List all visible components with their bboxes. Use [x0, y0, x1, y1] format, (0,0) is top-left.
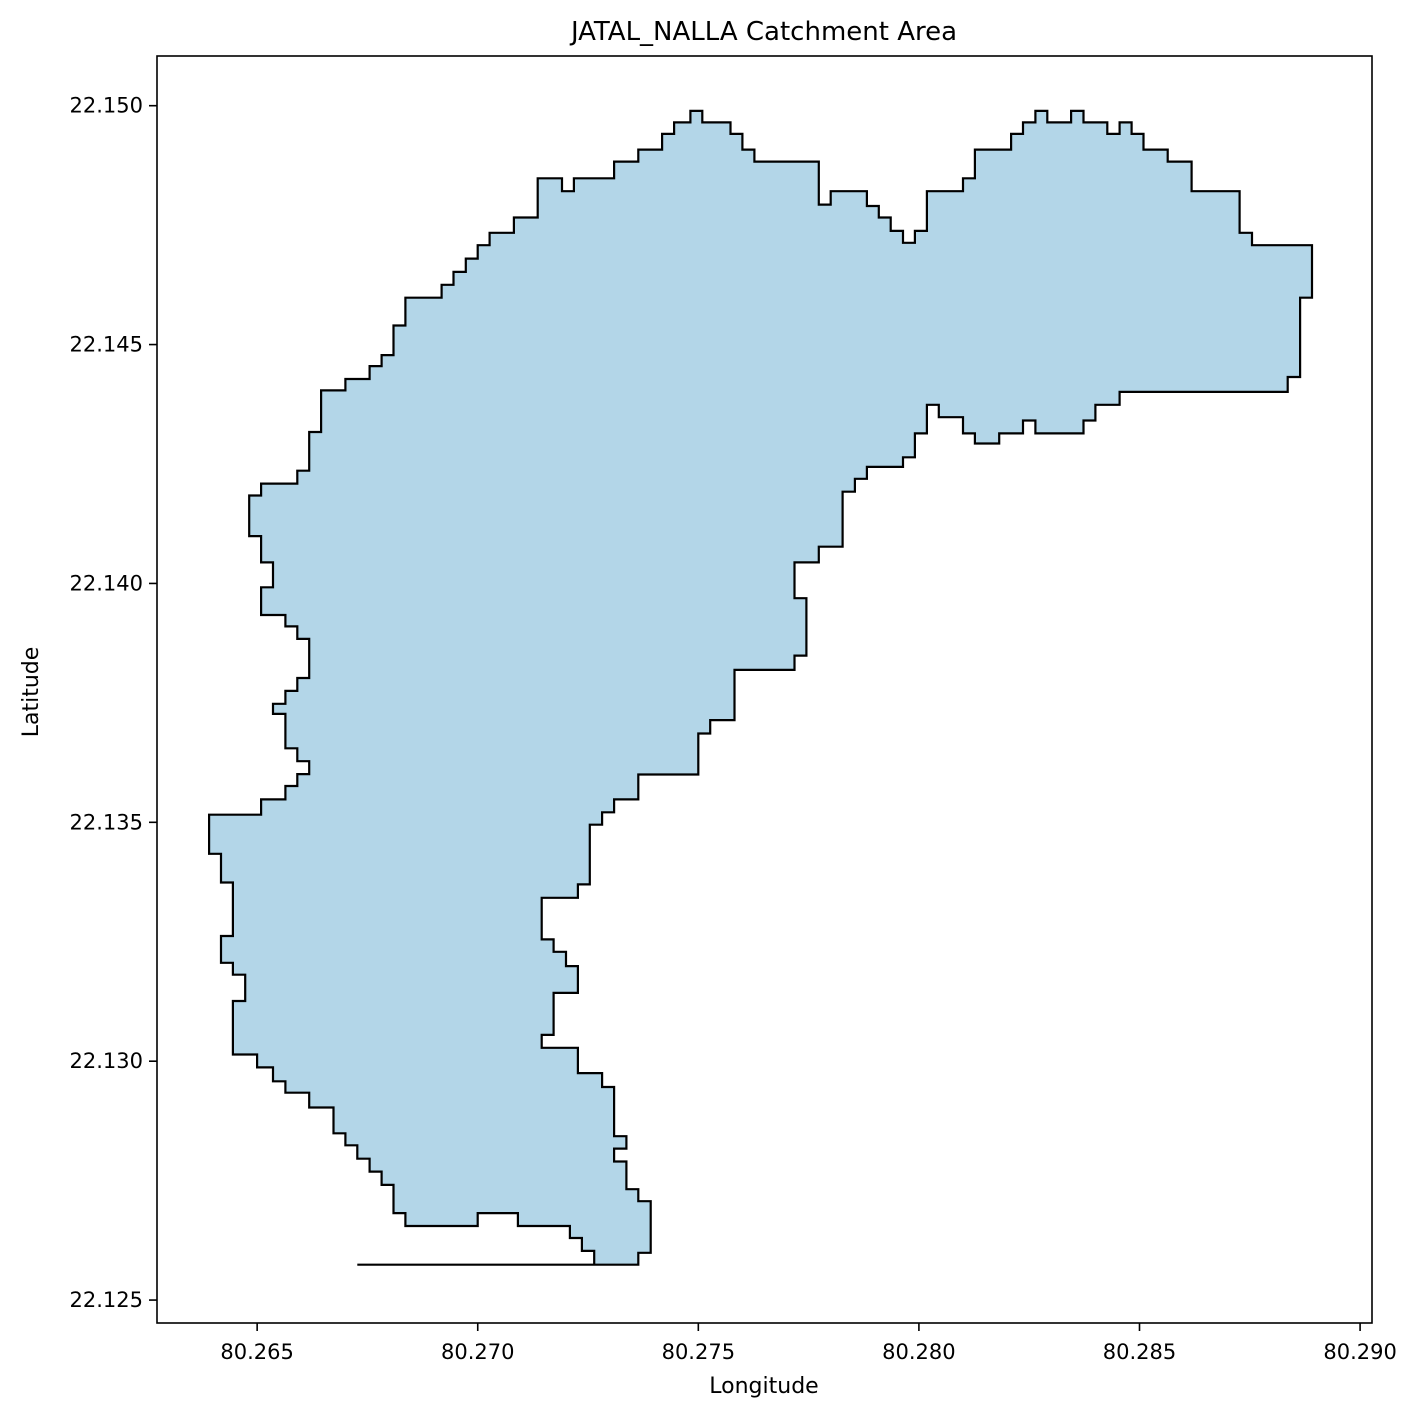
x-axis-ticks: 80.265 80.270 80.275 80.280 80.285 80.290	[220, 1323, 1397, 1364]
x-tick-label: 80.280	[882, 1340, 955, 1364]
x-tick-label: 80.290	[1323, 1340, 1396, 1364]
y-axis-label: Latitude	[19, 647, 44, 738]
chart-title: JATAL_NALLA Catchment Area	[569, 17, 957, 47]
y-axis-ticks: 22.125 22.130 22.135 22.140 22.145 22.150	[70, 94, 157, 1312]
y-tick-label: 22.145	[70, 333, 143, 357]
catchment-polygon	[208, 109, 1314, 1266]
y-tick-label: 22.140	[70, 571, 143, 595]
x-tick-label: 80.265	[220, 1340, 293, 1364]
plot-area-frame	[156, 55, 1373, 1324]
x-tick-label: 80.275	[662, 1340, 735, 1364]
x-tick-label: 80.285	[1103, 1340, 1176, 1364]
y-tick-label: 22.130	[70, 1049, 143, 1073]
x-axis-label: Longitude	[709, 1374, 818, 1399]
x-tick-label: 80.270	[441, 1340, 514, 1364]
y-tick-label: 22.135	[70, 810, 143, 834]
y-tick-label: 22.150	[70, 94, 143, 118]
y-tick-label: 22.125	[70, 1288, 143, 1312]
